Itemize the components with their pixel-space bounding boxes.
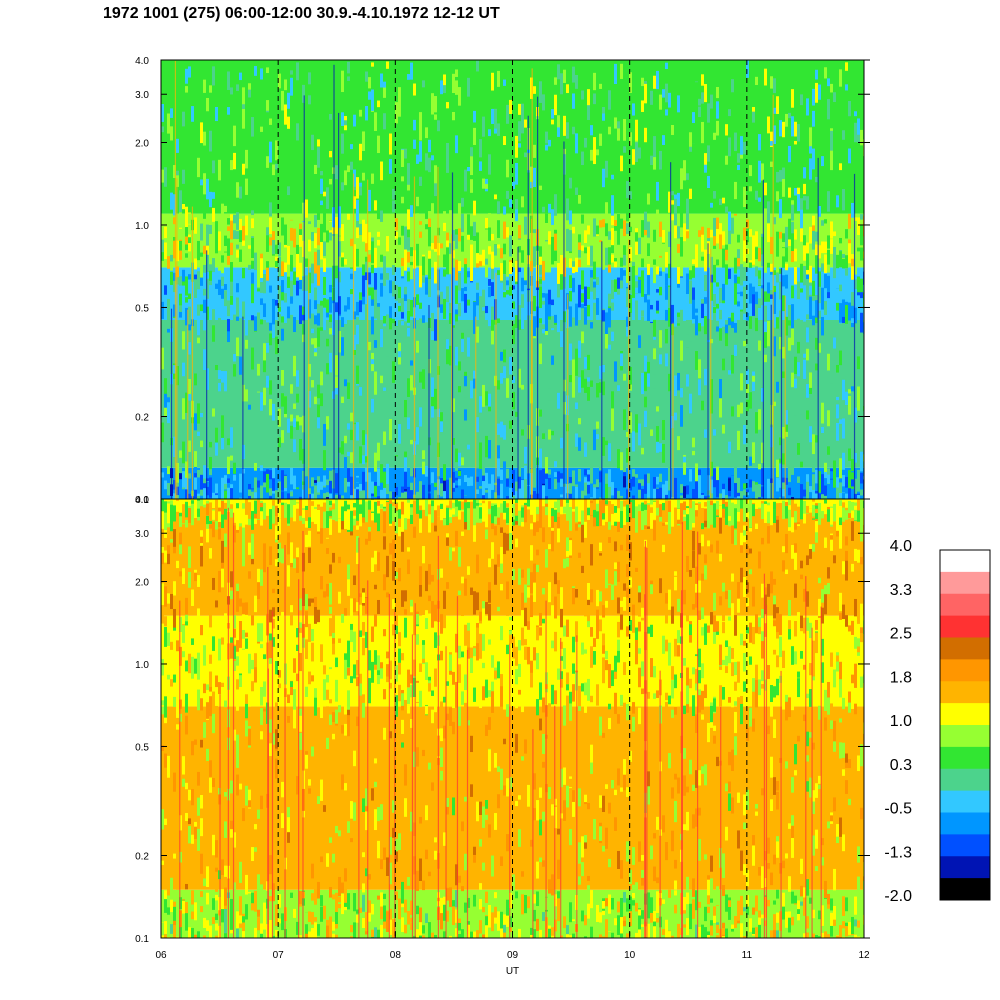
y-tick-label: 0.1 (135, 495, 149, 506)
colorbar-swatch (940, 812, 990, 835)
colorbar-label: 1.8 (890, 669, 912, 686)
x-tick-label: 12 (858, 950, 870, 961)
colorbar-label: -1.3 (884, 844, 912, 861)
y-tick-label: 4.0 (135, 56, 149, 67)
x-tick-label: 08 (390, 950, 402, 961)
colorbar-label: 2.5 (890, 626, 912, 643)
colorbar: 4.0 3.3 2.5 1.8 1.0 0.3 -0.5 -1.3 -2.0 (884, 538, 991, 905)
y-tick-label: 0.1 (135, 934, 149, 945)
colorbar-swatch (940, 571, 990, 595)
colorbar-swatch (940, 856, 990, 879)
y-tick-label: 1.0 (135, 660, 149, 671)
colorbar-label: 0.3 (890, 757, 912, 774)
chart-title: 1972 1001 (275) 06:00-12:00 30.9.-4.10.1… (103, 5, 500, 22)
x-tick-label: 06 (155, 950, 167, 961)
colorbar-swatch (940, 768, 990, 792)
upper-spectrogram-panel: 0.1 0.2 0.5 1.0 2.0 3.0 4.0 (135, 56, 870, 506)
y-tick-label: 0.5 (135, 303, 149, 314)
y-tick-label: 0.5 (135, 742, 149, 753)
colorbar-label: -0.5 (884, 801, 912, 818)
y-tick-label: 2.0 (135, 138, 149, 149)
y-tick-label: 4.0 (135, 495, 149, 506)
x-tick-label: 11 (742, 950, 753, 961)
colorbar-label: 3.3 (890, 582, 912, 599)
colorbar-swatch (940, 878, 990, 901)
colorbar-label: 1.0 (890, 713, 912, 730)
y-tick-label: 2.0 (135, 577, 149, 588)
y-tick-label: 3.0 (135, 90, 149, 101)
colorbar-swatch (940, 615, 990, 638)
colorbar-swatch (940, 593, 990, 617)
x-axis-label: UT (506, 966, 519, 977)
x-tick-label: 10 (624, 950, 636, 961)
y-tick-label: 3.0 (135, 529, 149, 540)
colorbar-swatch (940, 746, 990, 770)
colorbar-swatch (940, 703, 990, 726)
y-tick-label: 0.2 (135, 852, 149, 863)
colorbar-label: 4.0 (890, 538, 912, 555)
colorbar-swatch (940, 725, 990, 748)
y-tick-label: 0.2 (135, 413, 149, 424)
y-tick-label: 1.0 (135, 221, 149, 232)
colorbar-frame (939, 549, 991, 901)
colorbar-label: -2.0 (884, 888, 912, 905)
colorbar-swatch (940, 659, 990, 682)
colorbar-swatch (940, 550, 990, 573)
lower-spectrogram-field (161, 499, 864, 938)
colorbar-swatch (940, 681, 990, 704)
colorbar-swatch (940, 834, 990, 857)
colorbar-swatch (940, 790, 990, 813)
x-tick-label: 07 (273, 950, 285, 961)
upper-spectrogram-field (161, 60, 864, 499)
lower-spectrogram-panel: 0.1 0.2 0.5 1.0 2.0 3.0 4.0 06 07 08 09 10 11 12 UT (135, 495, 870, 977)
colorbar-swatch (940, 637, 990, 660)
x-tick-label: 09 (507, 950, 519, 961)
